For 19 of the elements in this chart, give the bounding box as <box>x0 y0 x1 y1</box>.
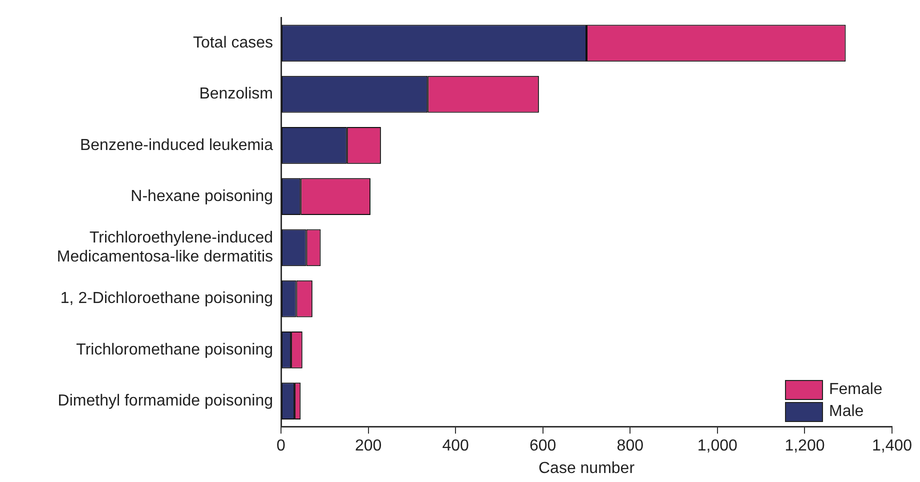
y-tick-label: 1, 2-Dichloroethane poisoning <box>60 290 273 308</box>
x-tick-label: 800 <box>616 438 644 455</box>
y-tick-label: Trichloromethane poisoning <box>76 341 273 358</box>
x-tick-label: 1,000 <box>697 438 738 455</box>
x-axis-title: Case number <box>538 460 636 477</box>
x-tick-label: 1,200 <box>784 438 825 455</box>
y-tick-label: N-hexane poisoning <box>130 188 273 205</box>
legend-label: Female <box>829 380 882 399</box>
y-tick-label: Benzolism <box>199 86 273 103</box>
x-tick-label: 600 <box>530 438 556 455</box>
x-tick-label: 200 <box>354 438 382 455</box>
x-tick-label: 1,400 <box>872 438 912 455</box>
y-tick-label: Total cases <box>192 34 273 52</box>
legend-label: Male <box>829 402 864 421</box>
x-tick-label: 400 <box>442 438 470 455</box>
y-tick-label: Benzene-induced leukemia <box>80 136 274 154</box>
x-tick-label: 0 <box>276 438 286 455</box>
y-tick-label: Dimethyl formamide poisoning <box>58 392 273 410</box>
y-tick-label: Trichloroethylene-induced Medicamentosa-like dermatitis <box>56 229 273 266</box>
